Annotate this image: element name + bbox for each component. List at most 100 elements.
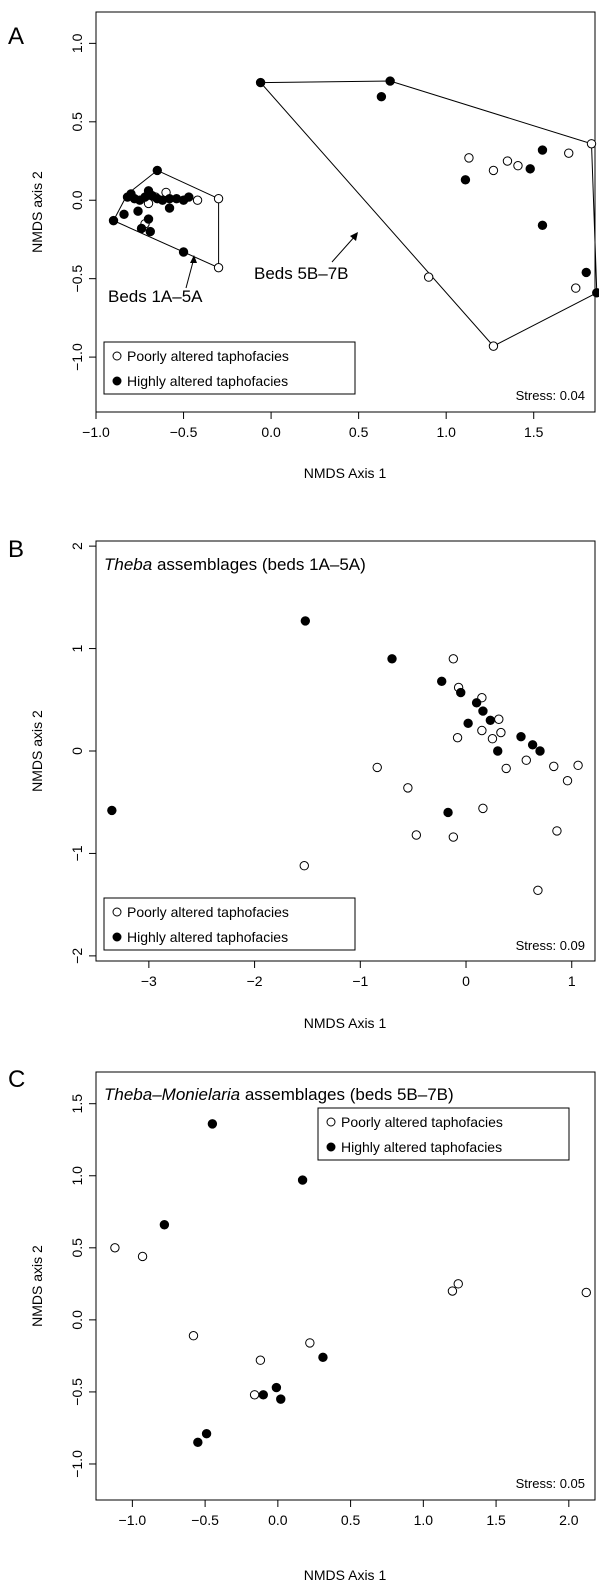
poorly-altered-point [372, 762, 382, 773]
panel-a-points [108, 76, 599, 351]
panel-c-title-rest: assemblages (beds 5B–7B) [245, 1085, 454, 1104]
panel-c-x-tick-label: −0.5 [191, 1512, 219, 1528]
poorly-altered-point [581, 1287, 591, 1298]
highly-altered-point [159, 1220, 170, 1230]
highly-altered-point [385, 76, 395, 86]
poorly-altered-point [533, 885, 543, 896]
panel-b-x-tick-label: 0 [462, 973, 470, 989]
poorly-altered-point [213, 262, 224, 273]
panel-c-stress-label: Stress: 0.05 [516, 1476, 585, 1491]
panel-b-x-axis: −3 −2 −1 0 1 [141, 961, 576, 989]
panel-b-stress-label: Stress: 0.09 [516, 938, 585, 953]
panel-a-plot-frame [95, 11, 596, 413]
legend-filled-marker [112, 932, 122, 942]
highly-altered-point [387, 654, 397, 664]
poorly-altered-point [464, 153, 474, 163]
panel-a-y-axis-title: NMDS axis 2 [29, 171, 45, 253]
highly-altered-point [535, 746, 545, 756]
panel-a-y-tick-label: 1.0 [69, 33, 85, 53]
poorly-altered-point [488, 341, 499, 351]
highly-altered-point [478, 706, 488, 716]
panel-b-y-tick-label: −2 [69, 948, 85, 964]
legend-filled-marker [112, 376, 122, 386]
legend-poorly-altered-label: Poorly altered taphofacies [127, 348, 289, 364]
highly-altered-point [592, 288, 599, 298]
poorly-altered-point [478, 803, 488, 814]
highly-altered-point [318, 1352, 328, 1363]
legend-highly-altered-label: Highly altered taphofacies [341, 1139, 502, 1155]
panel-b-title-genus: Theba [104, 555, 152, 574]
legend-open-marker [326, 1117, 336, 1127]
hull-label-beds-1a-5a: Beds 1A–5A [108, 287, 203, 306]
panel-a-x-tick-label: 1.5 [524, 424, 544, 440]
panel-b-legend-box [103, 897, 356, 951]
panel-b-letter: B [8, 536, 24, 563]
highly-altered-point [456, 687, 466, 698]
poorly-altered-point [571, 283, 581, 293]
panel-c: C Theba–Monielaria assemblages (beds 5B–… [8, 1066, 596, 1583]
highly-altered-point [276, 1394, 286, 1404]
highly-altered-point [525, 164, 535, 174]
highly-altered-point [443, 807, 453, 818]
panel-a-legend-box [103, 341, 356, 395]
panel-a-legend: Poorly altered taphofacies Highly altere… [103, 341, 356, 395]
panel-b-y-axis: −2 −1 0 1 2 [69, 542, 96, 964]
poorly-altered-point [496, 727, 506, 738]
poorly-altered-point [448, 832, 459, 842]
highly-altered-point [145, 226, 155, 237]
highly-altered-point [152, 165, 162, 176]
panel-b-x-tick-label: −1 [352, 973, 368, 989]
panel-c-x-tick-label: 1.5 [486, 1512, 506, 1528]
poorly-altered-point [513, 161, 523, 171]
panel-c-y-axis-title: NMDS axis 2 [29, 1245, 45, 1327]
panel-a-x-tick-label: 0.0 [261, 424, 281, 440]
panel-b-y-tick-label: −1 [69, 845, 85, 861]
panel-c-x-tick-label: 2.0 [559, 1512, 579, 1528]
highly-altered-point [516, 731, 526, 742]
poorly-altered-point [487, 734, 498, 744]
poorly-altered-point [452, 732, 463, 743]
poorly-altered-point [552, 826, 562, 836]
panel-a-x-tick-label: −1.0 [82, 424, 110, 440]
hull-arrowhead-beds-1a-5a [190, 255, 197, 263]
poorly-altered-point [562, 776, 573, 786]
panel-a-y-tick-label: −0.5 [69, 265, 85, 293]
poorly-altered-point [249, 1390, 260, 1400]
poorly-altered-point [403, 783, 413, 793]
poorly-altered-point [494, 714, 504, 724]
panel-c-y-tick-label: 1.5 [69, 1094, 85, 1114]
panel-c-y-tick-label: 0.0 [69, 1310, 85, 1330]
highly-altered-point [136, 223, 147, 234]
convex-hull [259, 80, 598, 347]
highly-altered-point [581, 267, 591, 278]
highly-altered-point [297, 1175, 308, 1185]
poorly-altered-point [448, 654, 459, 664]
highly-altered-point [201, 1429, 212, 1439]
poorly-altered-point [488, 165, 499, 176]
panel-b-legend: Poorly altered taphofacies Highly altere… [103, 897, 356, 951]
poorly-altered-point [137, 1251, 148, 1262]
panel-a-stress-label: Stress: 0.04 [516, 388, 585, 403]
highly-altered-point [437, 676, 447, 687]
hull-arrow-beds-5b-7b [331, 234, 357, 263]
highly-altered-point [108, 215, 119, 226]
poorly-altered-point [453, 1279, 463, 1289]
hull-arrowhead-beds-5b-7b [350, 232, 358, 241]
panel-b-x-axis-title: NMDS Axis 1 [304, 1015, 387, 1031]
highly-altered-point [460, 175, 471, 185]
panel-c-y-tick-label: 1.0 [69, 1166, 85, 1186]
poorly-altered-point [423, 272, 434, 282]
highly-altered-point [255, 77, 266, 88]
panel-a-x-axis: −1.0 −0.5 0.0 0.5 1.0 1.5 [82, 412, 544, 440]
highly-altered-point [164, 203, 175, 213]
highly-altered-point [271, 1382, 282, 1393]
legend-poorly-altered-label: Poorly altered taphofacies [127, 904, 289, 920]
poorly-altered-point [586, 139, 597, 149]
hull-label-beds-5b-7b: Beds 5B–7B [254, 264, 349, 283]
highly-altered-point [463, 718, 473, 729]
highly-altered-point [184, 192, 194, 202]
poorly-altered-point [411, 830, 422, 840]
poorly-altered-point [213, 193, 224, 204]
legend-poorly-altered-label: Poorly altered taphofacies [341, 1114, 503, 1130]
